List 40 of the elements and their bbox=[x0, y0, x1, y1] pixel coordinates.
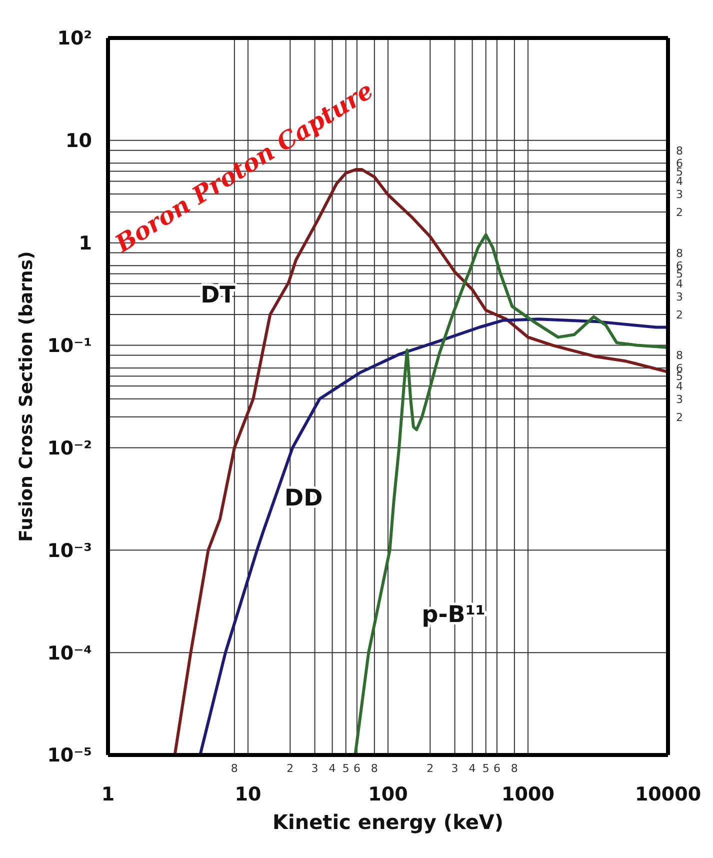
y-tick-label: 10⁻³ bbox=[47, 540, 92, 562]
y-tick-label: 10² bbox=[57, 28, 92, 50]
y-tick-label: 10 bbox=[66, 130, 92, 152]
text: 2 bbox=[286, 762, 294, 775]
text: 3 bbox=[311, 762, 318, 775]
text: 8 bbox=[676, 144, 683, 158]
text: 4 bbox=[468, 762, 476, 775]
text: 3 bbox=[676, 290, 683, 304]
y-axis-title: Fusion Cross Section (barns) bbox=[16, 251, 37, 542]
y-tick-label: 10⁻¹ bbox=[47, 335, 92, 358]
text: 5 bbox=[342, 762, 350, 775]
text: 2 bbox=[676, 308, 683, 322]
text: 6 bbox=[493, 762, 500, 775]
text: 8 bbox=[676, 246, 683, 260]
text: 4 bbox=[676, 175, 683, 188]
text: 6 bbox=[353, 762, 360, 775]
text: 3 bbox=[676, 392, 683, 406]
text: 8 bbox=[230, 762, 238, 775]
text: 4 bbox=[676, 380, 683, 394]
x-tick-label: 10000 bbox=[634, 783, 702, 806]
text: 4 bbox=[676, 278, 683, 291]
y-tick-label: 1 bbox=[78, 232, 92, 255]
x-tick-label: 100 bbox=[368, 783, 408, 806]
text: 2 bbox=[426, 762, 434, 775]
text: 3 bbox=[676, 188, 683, 201]
x-tick-label: 1 bbox=[101, 783, 115, 806]
text: 3 bbox=[451, 762, 458, 775]
text: 8 bbox=[510, 762, 518, 775]
y-tick-label: 10⁻⁴ bbox=[47, 642, 92, 664]
text: 8 bbox=[676, 349, 683, 362]
y-tick-label: 10⁻⁵ bbox=[47, 744, 92, 767]
x-tick-label: 10 bbox=[234, 783, 262, 806]
y-tick-label: 10⁻² bbox=[47, 437, 92, 460]
x-tick-label: 1000 bbox=[502, 783, 554, 806]
text: 8 bbox=[370, 762, 378, 775]
text: 5 bbox=[482, 762, 490, 775]
text: 4 bbox=[328, 762, 336, 775]
text: 2 bbox=[676, 410, 683, 424]
x-axis-title: Kinetic energy (keV) bbox=[272, 810, 504, 834]
text: 2 bbox=[676, 206, 683, 220]
